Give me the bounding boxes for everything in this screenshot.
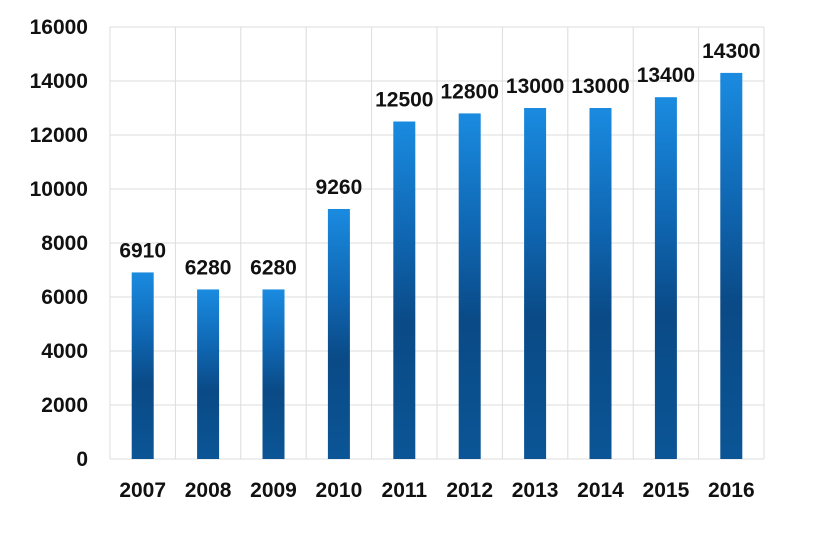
y-tick-label: 12000	[30, 124, 88, 147]
data-label-2014: 13000	[571, 75, 629, 98]
data-label-2008: 6280	[185, 256, 232, 279]
x-tick-label-2007: 2007	[119, 479, 166, 502]
x-tick-label-2010: 2010	[316, 479, 363, 502]
grid-lines	[109, 26, 765, 460]
y-axis-tick-labels: 0 2000 4000 6000 8000 10000 12000 14000 16000	[30, 16, 88, 471]
data-labels: 6910 6280 6280 9260 12500 12800 13000 13000 1340…	[119, 40, 760, 280]
y-tick-label: 6000	[41, 286, 88, 309]
x-tick-label-2011: 2011	[382, 479, 428, 502]
bar-2008	[197, 289, 220, 459]
x-tick-label-2008: 2008	[185, 479, 232, 502]
data-label-2011: 12500	[375, 89, 433, 112]
y-tick-label: 4000	[41, 340, 88, 363]
bar-2015	[654, 97, 677, 459]
y-tick-label: 8000	[41, 232, 88, 255]
data-label-2015: 13400	[637, 64, 695, 87]
y-tick-label: 2000	[41, 394, 88, 417]
data-label-2016: 14300	[702, 40, 760, 63]
data-label-2012: 12800	[440, 80, 498, 103]
y-tick-label: 10000	[30, 178, 88, 201]
bar-2013	[524, 108, 547, 459]
bar-2016	[720, 72, 743, 460]
y-tick-label: 0	[76, 448, 88, 471]
data-label-2009: 6280	[250, 256, 297, 279]
y-tick-label: 16000	[30, 16, 88, 39]
x-tick-label-2015: 2015	[643, 479, 690, 502]
bar-2009	[262, 289, 285, 459]
bar-2012	[458, 113, 481, 460]
x-tick-label-2009: 2009	[250, 479, 297, 502]
x-tick-label-2012: 2012	[446, 479, 493, 502]
bar-2007	[131, 272, 154, 459]
bar-2014	[589, 108, 612, 459]
data-label-2013: 13000	[506, 75, 564, 98]
x-tick-label-2014: 2014	[577, 479, 624, 502]
x-tick-label-2013: 2013	[512, 479, 559, 502]
bars	[131, 72, 743, 460]
data-label-2007: 6910	[119, 239, 166, 262]
bar-2010	[327, 208, 350, 459]
y-tick-label: 14000	[30, 70, 88, 93]
x-axis-tick-labels: 2007 2008 2009 2010 2011 2012 2013 2014 2015 2016	[119, 479, 754, 502]
bar-2011	[393, 121, 416, 459]
x-tick-label-2016: 2016	[708, 479, 755, 502]
data-label-2010: 9260	[316, 176, 363, 199]
